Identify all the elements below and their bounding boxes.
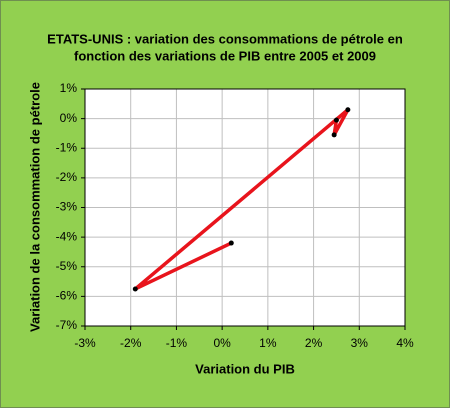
point [345,107,351,113]
y-tick-label: -3% [56,200,78,214]
y-tick-label: -2% [56,170,78,184]
y-tick-label: 1% [60,81,78,95]
x-tick-label: -1% [166,336,188,350]
x-tick-label: 1% [259,336,277,350]
chart-title: fonction des variations de PIB entre 200… [74,48,376,63]
point [132,286,138,292]
point [228,240,234,246]
y-tick-label: -4% [56,229,78,243]
x-tick-label: 3% [351,336,369,350]
y-tick-label: 0% [60,111,78,125]
point [333,117,339,123]
plot-frame [84,88,406,327]
point [331,132,337,138]
x-tick-label: 0% [213,336,231,350]
chart-title: ETATS-UNIS : variation des consommations… [47,31,403,46]
y-axis-label: Variation de la consommation de pétrole [27,82,42,332]
x-tick-label: 4% [396,336,414,350]
y-tick-label: -1% [56,140,78,154]
x-tick-label: 2% [305,336,323,350]
x-tick-label: -3% [74,336,96,350]
x-axis-label: Variation du PIB [195,361,295,376]
x-tick-label: -2% [120,336,142,350]
y-tick-label: -5% [56,259,78,273]
y-tick-label: -7% [56,318,78,332]
y-tick-label: -6% [56,289,78,303]
